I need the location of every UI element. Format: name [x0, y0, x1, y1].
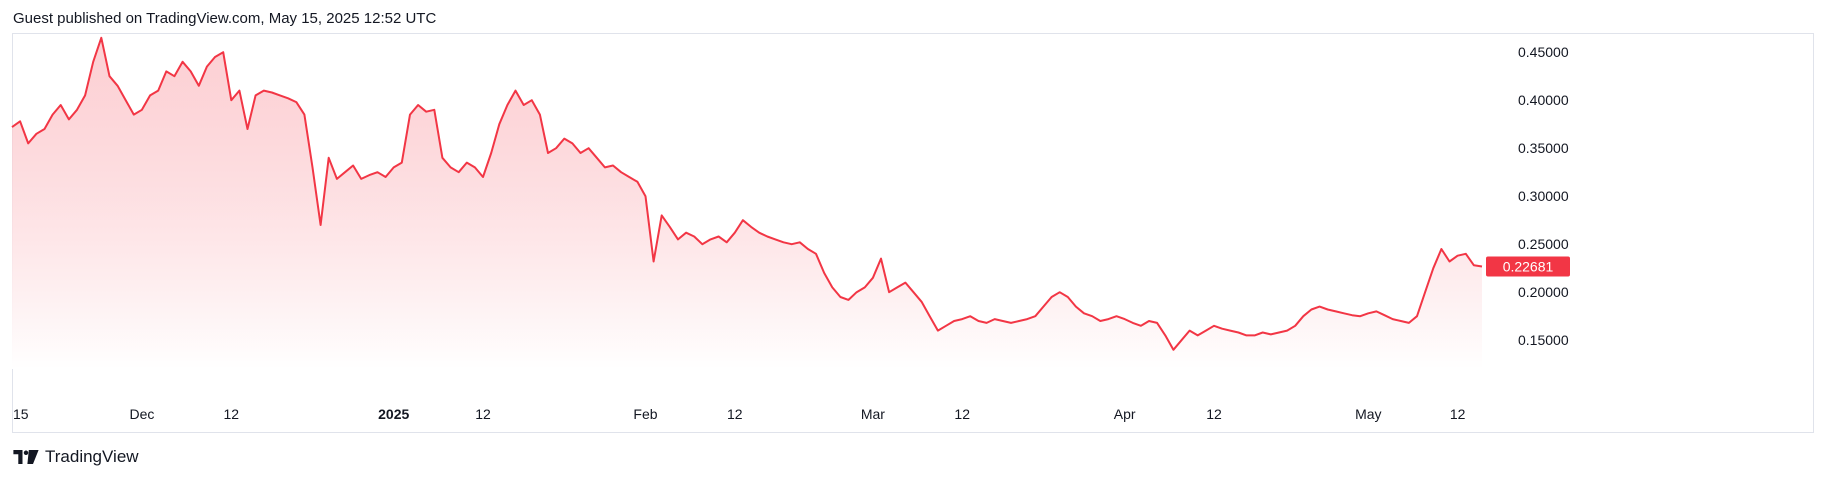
x-tick-label: 12	[954, 406, 970, 422]
x-tick-label: 12	[1206, 406, 1222, 422]
x-axis: 15 Dec 12 2025 12 Feb 12 Mar 12 Apr 12 May 12	[13, 406, 1466, 422]
x-tick-label: 2025	[378, 406, 409, 422]
x-tick-label: Apr	[1114, 406, 1136, 422]
footer-brand[interactable]: TradingView	[13, 447, 139, 467]
x-tick-label: 15	[13, 406, 29, 422]
price-line	[11, 36, 1483, 351]
last-price-tag: 0.22681	[1486, 256, 1570, 277]
last-price-label: 0.22681	[1503, 258, 1554, 274]
last-price-tag-bg	[1486, 256, 1570, 277]
x-tick-label: 12	[727, 406, 743, 422]
x-tick-label: 12	[223, 406, 239, 422]
y-tick-label: 0.15000	[1518, 332, 1569, 348]
x-tick-label: 12	[1450, 406, 1466, 422]
publish-info: Guest published on TradingView.com, May …	[13, 10, 437, 27]
footer-brand-label: TradingView	[45, 447, 139, 466]
tradingview-logo-icon	[13, 450, 39, 464]
y-axis: 0.45000 0.40000 0.35000 0.30000 0.25000 0.200…	[1518, 44, 1569, 348]
x-tick-label: May	[1355, 406, 1381, 422]
y-tick-label: 0.20000	[1518, 284, 1569, 300]
y-tick-label: 0.30000	[1518, 188, 1569, 204]
price-chart: 0.45000 0.40000 0.35000 0.30000 0.25000 0.200…	[11, 36, 1570, 422]
x-tick-label: Feb	[633, 406, 657, 422]
y-tick-label: 0.35000	[1518, 140, 1569, 156]
x-tick-label: 12	[475, 406, 491, 422]
y-tick-label: 0.25000	[1518, 236, 1569, 252]
y-tick-label: 0.40000	[1518, 92, 1569, 108]
x-tick-label: Mar	[861, 406, 885, 422]
x-tick-label: Dec	[129, 406, 154, 422]
price-area-fill	[12, 37, 1482, 370]
y-tick-label: 0.45000	[1518, 44, 1569, 60]
